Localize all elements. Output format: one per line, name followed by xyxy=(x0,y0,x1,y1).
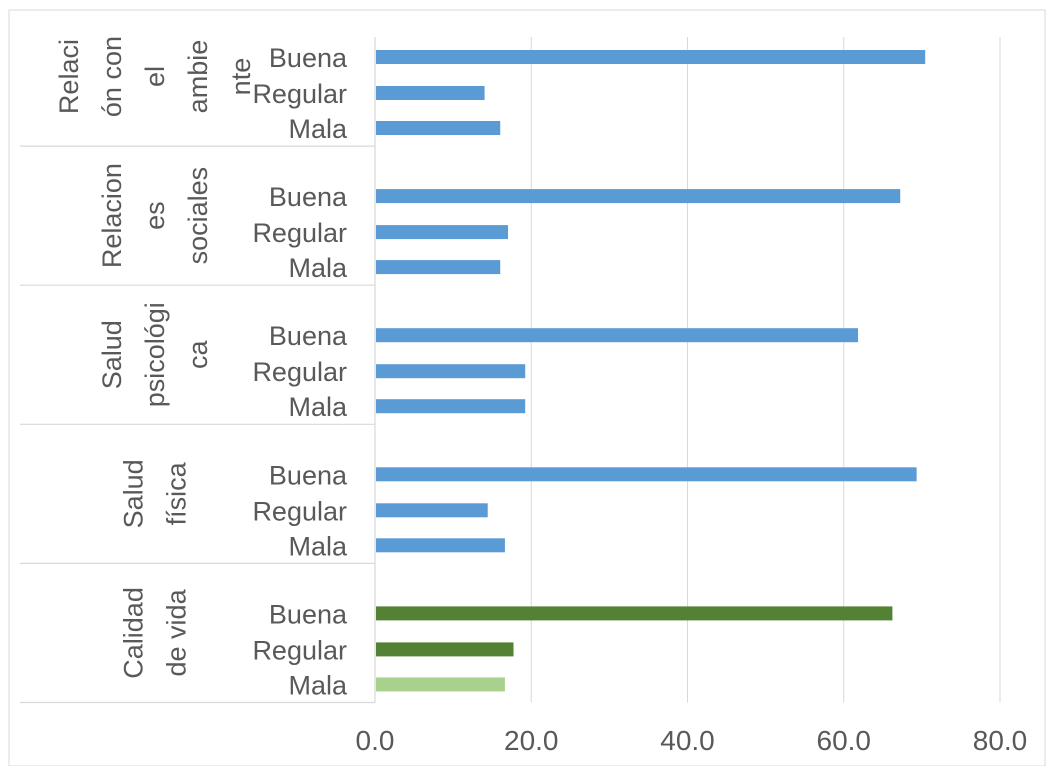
group-label-line: Salud xyxy=(119,459,149,528)
bar xyxy=(376,189,901,204)
category-tick-label: Regular xyxy=(252,635,347,665)
x-tick-label: 0.0 xyxy=(356,725,395,756)
category-tick-label: Buena xyxy=(269,460,348,490)
bar xyxy=(376,467,917,482)
category-tick-label: Regular xyxy=(252,357,347,387)
chart-frame xyxy=(8,9,1046,766)
x-tick-label: 80.0 xyxy=(973,725,1028,756)
group-label-line: el xyxy=(140,66,170,87)
group-label-line: ambie xyxy=(183,40,213,114)
category-tick-label: Buena xyxy=(269,599,348,629)
category-tick-label: Buena xyxy=(269,43,348,73)
bar xyxy=(376,50,926,64)
category-tick-label: Mala xyxy=(288,114,348,144)
group-label-line: de vida xyxy=(162,588,192,676)
bar xyxy=(376,121,501,135)
x-axis-ticks: 0.0 20.0 40.0 60.0 80.0 xyxy=(356,725,1028,756)
category-tick-label: Mala xyxy=(288,392,348,422)
bar xyxy=(376,606,893,621)
category-tick-label: Buena xyxy=(269,182,348,212)
bar xyxy=(376,642,514,657)
bar xyxy=(376,538,505,553)
group-label-line: es xyxy=(140,201,170,230)
bars xyxy=(376,50,926,692)
group-label: Relaci ón con el ambie nte xyxy=(54,36,256,117)
bar xyxy=(376,399,526,414)
gridlines xyxy=(530,37,1001,703)
category-labels: Buena Regular Mala Relaci ón con el ambie nte Bu… xyxy=(54,36,348,700)
group-label-line: nte xyxy=(226,58,256,96)
group-label-line: psicológi xyxy=(140,302,170,407)
group-label-line: Relacion xyxy=(97,163,127,268)
category-tick-label: Mala xyxy=(288,531,348,561)
group-label-line: Salud xyxy=(97,320,127,389)
category-axis xyxy=(20,37,376,704)
group-label-line: física xyxy=(162,461,192,525)
group-label: Relacion es sociales xyxy=(97,163,213,268)
category-tick-label: Mala xyxy=(288,670,348,700)
bar xyxy=(376,328,859,343)
category-tick-label: Mala xyxy=(288,253,348,283)
group-label: Calidad de vida xyxy=(119,587,192,679)
group-label: Salud psicológi ca xyxy=(97,302,213,407)
x-tick-label: 40.0 xyxy=(660,725,715,756)
category-tick-label: Regular xyxy=(252,218,347,248)
x-tick-label: 60.0 xyxy=(817,725,872,756)
bar xyxy=(376,225,509,240)
x-tick-label: 20.0 xyxy=(504,725,559,756)
bar xyxy=(376,260,501,275)
bar xyxy=(376,503,488,518)
bar xyxy=(376,677,505,692)
category-tick-label: Buena xyxy=(269,321,348,351)
group-label-line: sociales xyxy=(183,167,213,265)
category-tick-label: Regular xyxy=(252,496,347,526)
group-label: Salud física xyxy=(119,459,192,528)
group-label-line: ón con xyxy=(97,36,127,117)
category-tick-label: Regular xyxy=(252,79,347,109)
group-label-line: Calidad xyxy=(119,587,149,679)
group-label-line: ca xyxy=(183,340,213,370)
bar xyxy=(376,86,485,100)
bar xyxy=(376,364,526,379)
group-label-line: Relaci xyxy=(54,39,84,114)
